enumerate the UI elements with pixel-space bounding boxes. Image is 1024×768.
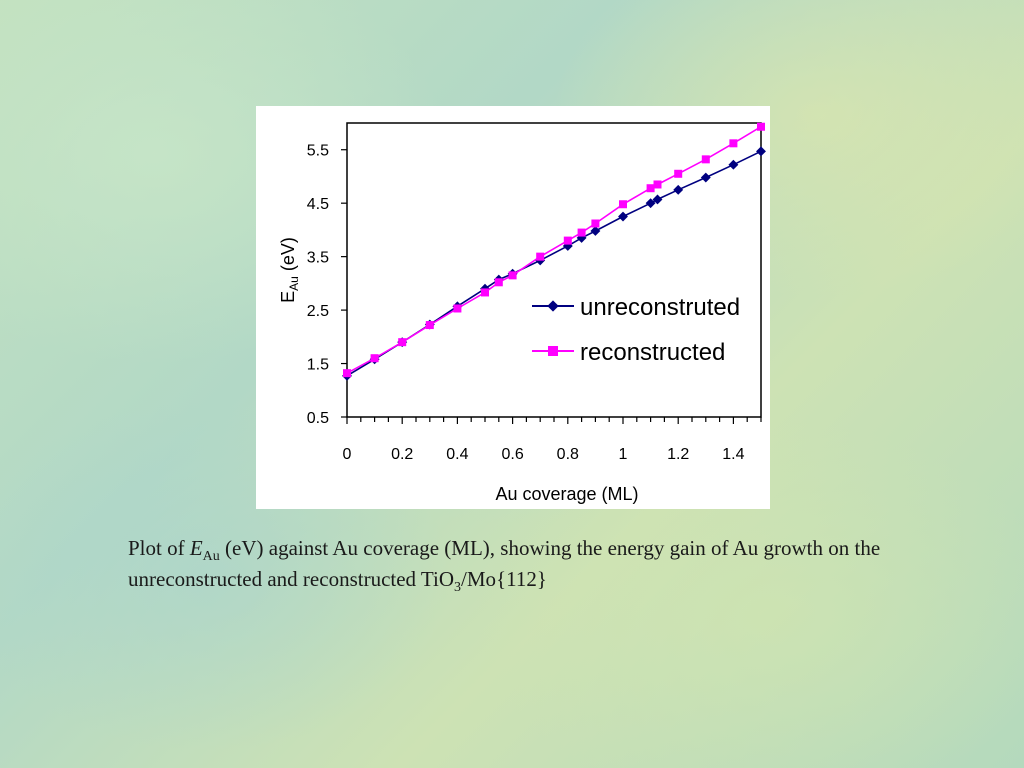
legend-item-unreconstructed: unreconstruted: [532, 294, 740, 321]
data-point-square: [494, 278, 503, 287]
chart-panel: 0 0.2 0.4 0.6 0.8 1 1.2 1.4 0.5 1.5 2.5 3.5 4.5 5.5 …: [256, 106, 770, 509]
data-point-square: [425, 321, 434, 330]
data-point-square: [646, 184, 655, 193]
legend-label-unreconstructed: unreconstruted: [580, 294, 740, 321]
data-point-diamond: [728, 159, 739, 170]
legend: unreconstruted reconstructed: [532, 294, 740, 366]
chart: 0 0.2 0.4 0.6 0.8 1 1.2 1.4 0.51.52.53.54.55.5 …: [278, 122, 766, 504]
y-tick-label: 2.5: [307, 303, 329, 320]
series-reconstructed: [343, 122, 765, 378]
x-tick-label: 0.6: [501, 446, 523, 463]
series-line: [346, 126, 762, 374]
figure-caption: Plot of EAu (eV) against Au coverage (ML…: [128, 536, 881, 596]
series-layer: [342, 122, 766, 381]
y-tick-label: 5.5: [307, 143, 329, 160]
x-tick-label: 1.4: [722, 446, 744, 463]
data-point-square: [398, 338, 407, 347]
data-point-square: [481, 288, 489, 297]
y-tick-label: 3.5: [307, 250, 329, 267]
data-point-square: [619, 200, 627, 209]
data-point-square: [563, 236, 572, 245]
data-point-square: [729, 139, 738, 148]
data-point-diamond: [618, 211, 628, 222]
x-tick-label: 0: [343, 446, 352, 463]
legend-square-marker: [548, 346, 558, 356]
x-axis-title: Au coverage (ML): [495, 484, 638, 504]
x-tick-label: 0.8: [557, 446, 579, 463]
x-tick-label: 1: [619, 446, 628, 463]
data-point-diamond: [756, 146, 766, 157]
plot-area-frame: [346, 122, 762, 418]
data-point-diamond: [700, 172, 711, 183]
x-tick-label: 1.2: [667, 446, 689, 463]
data-point-square: [701, 155, 710, 164]
data-point-diamond: [673, 184, 684, 195]
x-tick-label: 0.4: [446, 446, 468, 463]
data-point-square: [674, 169, 683, 178]
y-tick-label: 1.5: [307, 357, 329, 374]
legend-label-reconstructed: reconstructed: [580, 339, 725, 366]
data-point-square: [453, 304, 462, 313]
data-point-square: [536, 252, 545, 261]
data-point-square: [508, 271, 517, 280]
data-point-square: [343, 369, 351, 378]
x-axis: 0 0.2 0.4 0.6 0.8 1 1.2 1.4: [343, 417, 762, 463]
legend-diamond-marker: [547, 300, 559, 312]
data-point-diamond: [590, 226, 601, 236]
x-tick-label: 0.2: [391, 446, 413, 463]
data-point-diamond: [652, 194, 663, 205]
legend-item-reconstructed: reconstructed: [532, 339, 725, 366]
y-tick-label: 4.5: [307, 196, 329, 213]
y-axis-title: EAu (eV): [278, 237, 301, 303]
y-tick-label: 0.5: [307, 410, 329, 427]
data-point-square: [591, 219, 600, 228]
data-point-square: [653, 180, 662, 189]
y-axis: 0.5 1.5 2.5 3.5 4.5 5.5: [307, 143, 347, 427]
data-point-square: [577, 228, 586, 237]
data-point-square: [370, 354, 379, 363]
data-point-square: [757, 122, 765, 131]
